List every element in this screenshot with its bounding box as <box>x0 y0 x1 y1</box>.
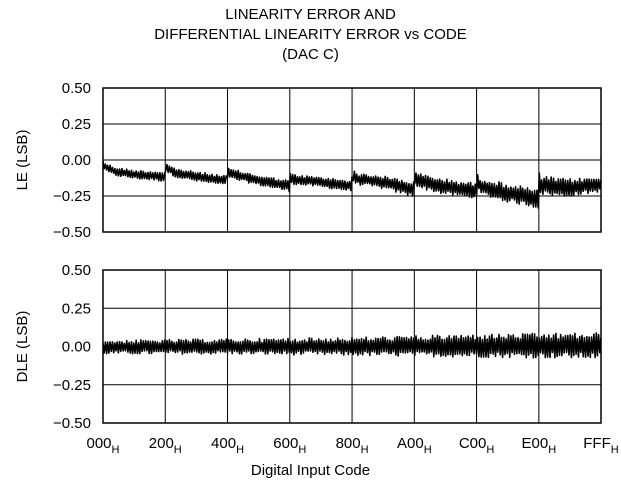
x-tick-label: A00H <box>397 435 432 456</box>
panel-2-y-tick-label: 0.00 <box>62 339 91 356</box>
x-tick-label: 200H <box>149 435 182 456</box>
chart-title-line-3: (DAC C) <box>282 46 339 63</box>
panel-1-y-tick-label: 0.50 <box>62 80 91 97</box>
panel-2-y-axis-label: DLE (LSB) <box>14 311 31 383</box>
panel-2-y-tick-label: −0.25 <box>53 377 91 394</box>
chart-title-line-1: LINEARITY ERROR AND <box>225 6 396 23</box>
x-tick-label: 800H <box>336 435 369 456</box>
x-tick-label: 000H <box>87 435 120 456</box>
x-tick-label: 400H <box>211 435 244 456</box>
panel-2-y-tick-label: 0.25 <box>62 300 91 317</box>
panel-1-y-tick-label: −0.50 <box>53 224 91 241</box>
panel-2-y-tick-label: 0.50 <box>62 262 91 279</box>
x-tick-label: FFFH <box>583 435 619 456</box>
panel-1-y-axis-label: LE (LSB) <box>14 130 31 191</box>
x-axis-label: Digital Input Code <box>250 462 371 479</box>
chart-title-line-2: DIFFERENTIAL LINEARITY ERROR vs CODE <box>154 26 467 43</box>
x-tick-label: 600H <box>273 435 306 456</box>
x-tick-label: E00H <box>522 435 557 456</box>
panel-2-y-tick-label: −0.50 <box>53 415 91 432</box>
panel-1-y-tick-label: 0.00 <box>62 152 91 169</box>
panel-1-y-tick-label: −0.25 <box>53 188 91 205</box>
panel-1-frame <box>102 87 602 233</box>
panel-1-y-tick-label: 0.25 <box>62 116 91 133</box>
panel-2-series-line-0 <box>102 332 602 359</box>
panel-1-series-line-0 <box>102 161 602 209</box>
x-tick-label: C00H <box>459 435 495 456</box>
